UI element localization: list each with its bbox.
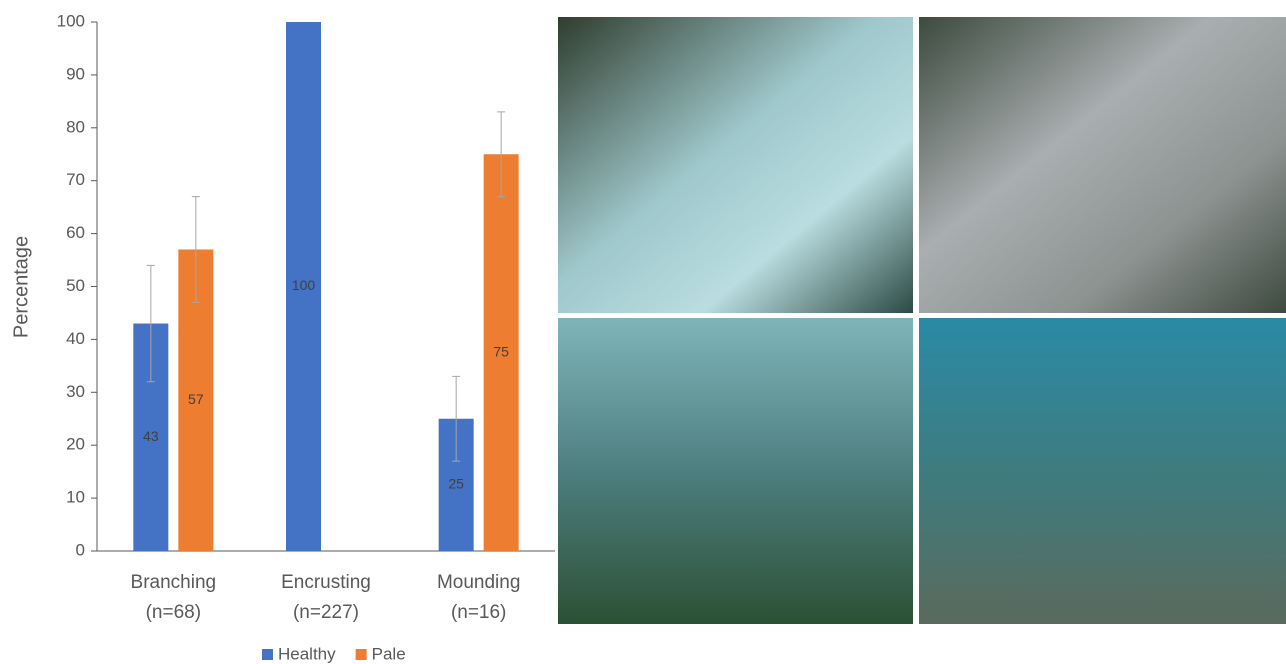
value-label: 43 bbox=[143, 428, 159, 444]
bar bbox=[286, 22, 321, 551]
photo bbox=[919, 17, 1286, 313]
y-tick-label: 50 bbox=[66, 276, 85, 295]
y-tick-label: 80 bbox=[66, 117, 85, 136]
y-tick-label: 90 bbox=[66, 64, 85, 83]
value-label: 57 bbox=[188, 391, 204, 407]
y-tick-label: 100 bbox=[57, 11, 85, 30]
y-axis-label: Percentage bbox=[10, 236, 32, 338]
y-tick-label: 70 bbox=[66, 170, 85, 189]
value-label: 25 bbox=[448, 476, 464, 492]
y-tick-label: 40 bbox=[66, 329, 85, 348]
y-tick-label: 0 bbox=[76, 540, 85, 559]
x-tick-label: Encrusting (n=227) bbox=[281, 572, 371, 623]
y-tick-label: 10 bbox=[66, 488, 85, 507]
photo bbox=[558, 17, 913, 313]
error-bar bbox=[146, 264, 155, 383]
y-tick-label: 20 bbox=[66, 435, 85, 454]
error-bar bbox=[452, 375, 461, 462]
x-tick-label: Branching (n=68) bbox=[131, 572, 217, 623]
legend-swatch bbox=[355, 649, 367, 660]
y-tick-label: 60 bbox=[66, 223, 85, 242]
y-tick-label: 30 bbox=[66, 382, 85, 401]
x-tick-label: Mounding (n=16) bbox=[437, 572, 520, 623]
value-label: 75 bbox=[493, 343, 509, 359]
photo bbox=[558, 318, 913, 624]
value-label: 100 bbox=[292, 277, 316, 293]
legend-label: Healthy bbox=[278, 644, 336, 663]
legend-swatch bbox=[262, 649, 273, 660]
legend-label: Pale bbox=[372, 644, 406, 663]
error-bar bbox=[191, 196, 200, 303]
error-bar bbox=[497, 111, 506, 198]
photo bbox=[919, 318, 1286, 624]
bar bbox=[483, 154, 519, 551]
